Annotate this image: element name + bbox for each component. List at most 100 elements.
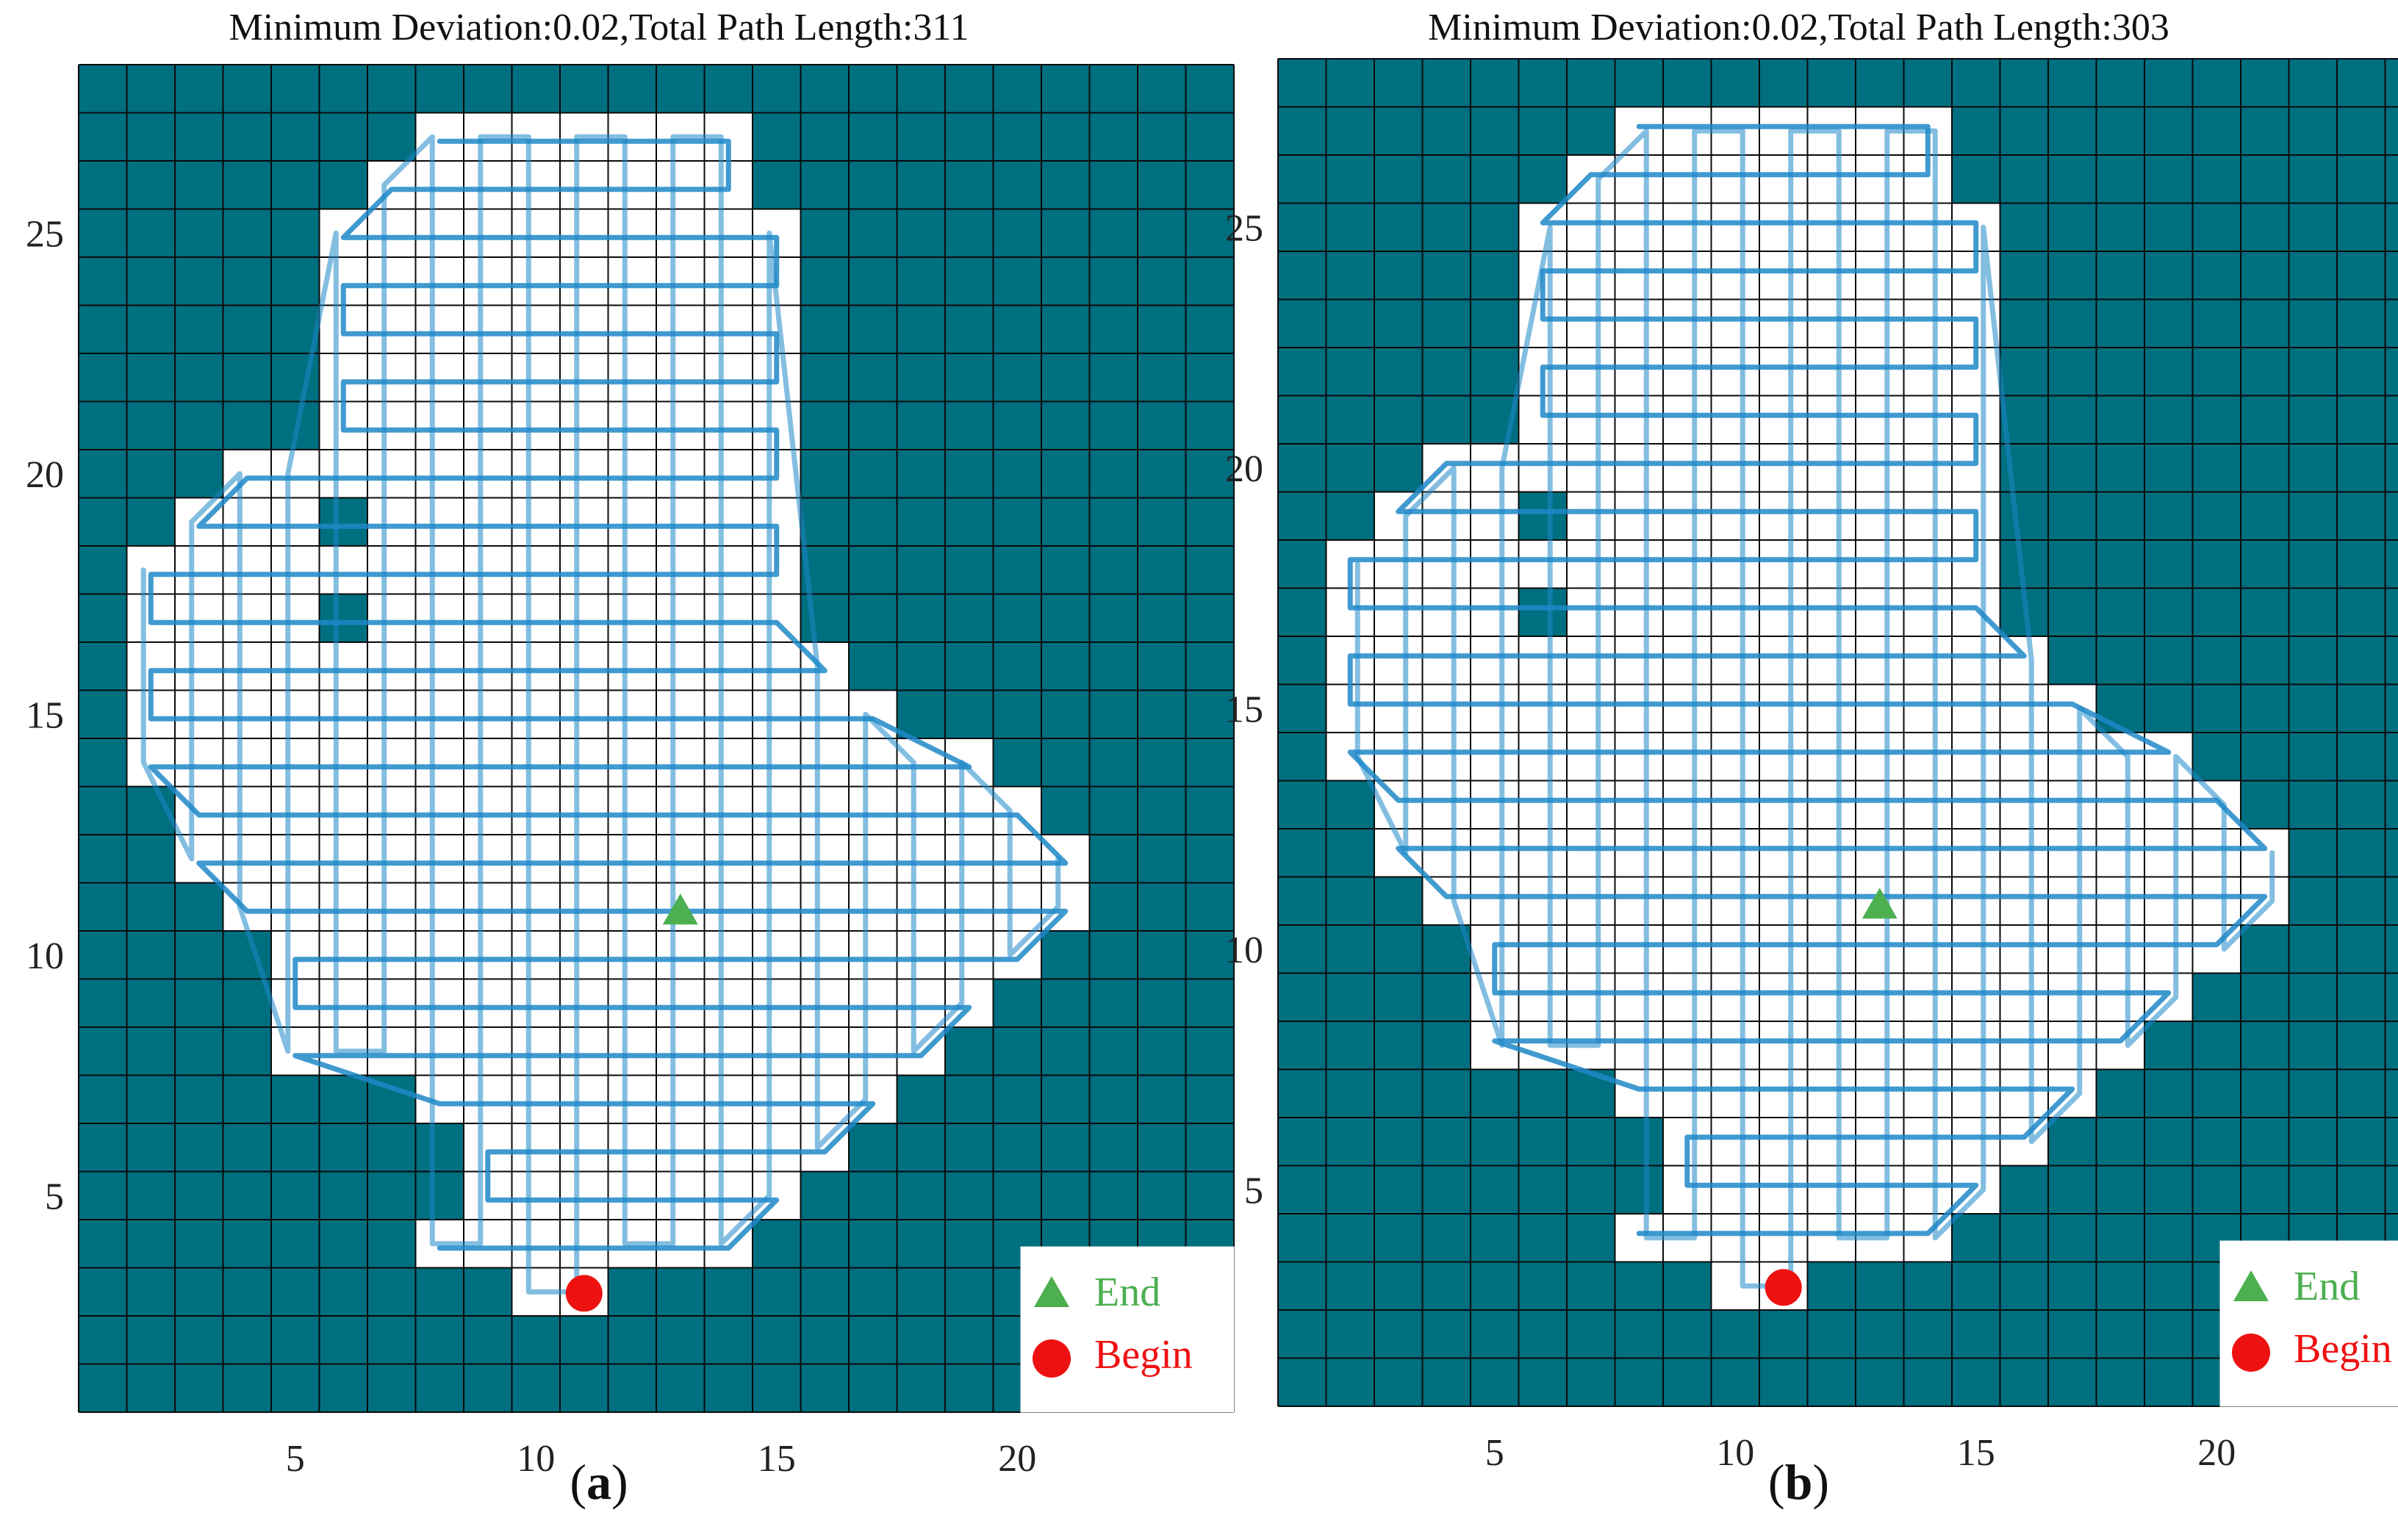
free-cell xyxy=(1952,1165,2000,1215)
free-cell xyxy=(704,1123,753,1172)
free-cell xyxy=(1903,1165,1953,1215)
free-cell xyxy=(704,931,753,979)
free-cell xyxy=(656,690,705,739)
free-cell xyxy=(1759,203,1808,252)
free-cell xyxy=(800,786,850,835)
free-cell xyxy=(1615,492,1664,541)
free-cell xyxy=(415,882,464,932)
free-cell xyxy=(656,546,705,594)
free-cell xyxy=(1422,588,1471,637)
free-cell xyxy=(560,690,609,739)
free-cell xyxy=(897,882,946,932)
free-cell xyxy=(175,546,223,594)
x-tick-label: 20 xyxy=(998,1438,1036,1480)
free-cell xyxy=(897,979,946,1028)
free-cell xyxy=(1567,203,1615,252)
free-cell xyxy=(753,1027,801,1076)
free-cell xyxy=(1952,877,2000,926)
free-cell xyxy=(1615,733,1664,781)
free-cell xyxy=(1041,835,1090,883)
free-cell xyxy=(1567,395,1615,445)
free-cell xyxy=(656,257,705,306)
free-cell xyxy=(1471,636,1519,685)
free-cell xyxy=(175,786,223,835)
free-cell xyxy=(2000,973,2049,1022)
free-cell xyxy=(1471,540,1519,589)
y-tick-label: 25 xyxy=(26,213,64,255)
legend-circle-icon xyxy=(2232,1334,2270,1372)
free-cell xyxy=(993,931,1042,979)
free-cell xyxy=(464,305,512,354)
free-cell xyxy=(704,882,753,932)
free-cell xyxy=(1711,780,1760,830)
free-cell xyxy=(1807,780,1856,830)
free-cell xyxy=(511,209,561,258)
free-cell xyxy=(1615,444,1664,492)
free-cell xyxy=(1615,636,1664,685)
free-cell xyxy=(2048,1069,2097,1118)
free-cell xyxy=(656,305,705,354)
free-cell xyxy=(2144,780,2193,830)
free-cell xyxy=(1663,829,1712,877)
free-cell xyxy=(1903,973,1953,1022)
free-cell xyxy=(704,738,753,787)
free-cell xyxy=(464,450,512,498)
free-cell xyxy=(849,738,897,787)
free-cell xyxy=(1711,492,1760,541)
free-cell xyxy=(704,257,753,306)
free-cells xyxy=(126,112,1090,1317)
free-cell xyxy=(656,1123,705,1172)
free-cell xyxy=(656,353,705,402)
free-cell xyxy=(511,161,561,209)
free-cell xyxy=(753,1171,801,1220)
free-cell xyxy=(1615,203,1664,252)
free-cell xyxy=(753,642,801,691)
free-cell xyxy=(511,786,561,835)
free-cell xyxy=(1711,925,1760,974)
free-cell xyxy=(511,931,561,979)
free-cell xyxy=(800,979,850,1028)
free-cell xyxy=(800,931,850,979)
free-cell xyxy=(1759,155,1808,204)
free-cell xyxy=(1807,588,1856,637)
free-cell xyxy=(1952,684,2000,733)
free-cell xyxy=(1471,684,1519,733)
grid-lines xyxy=(78,64,1235,1413)
free-cell xyxy=(319,979,368,1028)
free-cell xyxy=(415,642,464,691)
free-cell xyxy=(319,690,368,739)
free-cell xyxy=(2096,733,2145,781)
free-cell xyxy=(271,835,320,883)
coverage-path xyxy=(140,134,1069,1295)
free-cell xyxy=(2144,829,2193,877)
free-cell xyxy=(1807,636,1856,685)
free-cell xyxy=(1759,492,1808,541)
free-cell xyxy=(1518,780,1568,830)
free-cell xyxy=(1615,1069,1664,1118)
panel-a: Minimum Deviation:0.02,Total Path Length… xyxy=(0,0,1235,1540)
free-cell xyxy=(1856,973,1904,1022)
free-cell xyxy=(800,882,850,932)
free-cell xyxy=(367,401,416,450)
free-cell xyxy=(367,546,416,594)
free-cell xyxy=(367,931,416,979)
free-cell xyxy=(1615,299,1664,348)
free-cell xyxy=(1422,444,1471,492)
free-cell xyxy=(945,931,994,979)
x-tick-label: 5 xyxy=(286,1438,305,1480)
free-cell xyxy=(1952,733,2000,781)
free-cell xyxy=(1567,251,1615,300)
path-segment xyxy=(1347,123,2268,1237)
free-cell xyxy=(1567,444,1615,492)
free-cell xyxy=(1518,636,1568,685)
free-cell xyxy=(1903,684,1953,733)
free-cell xyxy=(1567,877,1615,926)
free-cell xyxy=(1807,203,1856,252)
free-cell xyxy=(1615,684,1664,733)
free-cell xyxy=(1422,636,1471,685)
free-cell xyxy=(415,497,464,547)
free-cell xyxy=(560,450,609,498)
free-cell xyxy=(1856,1069,1904,1118)
free-cell xyxy=(608,642,657,691)
free-cell xyxy=(1663,1021,1712,1070)
